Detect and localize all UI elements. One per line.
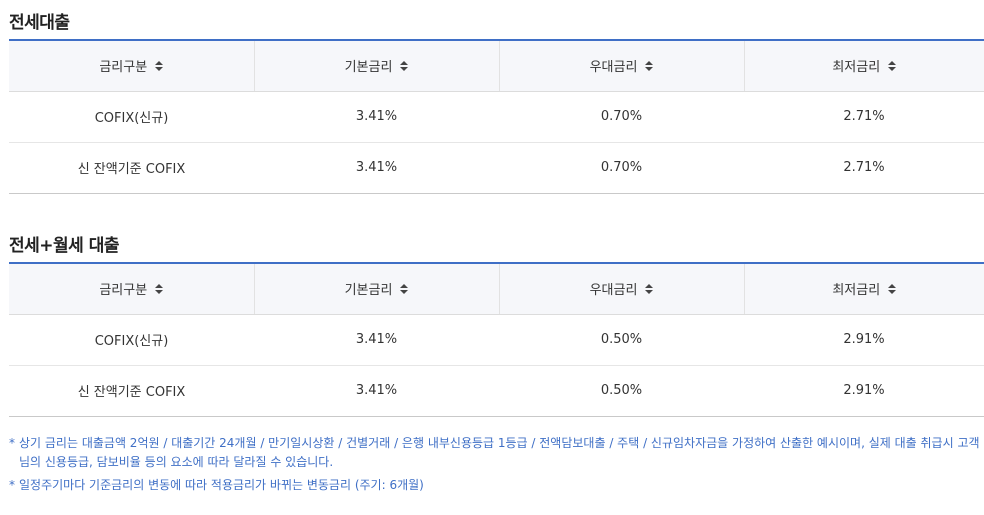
asterisk-bullet: * bbox=[9, 436, 15, 450]
table-header-row: 금리구분 기본금리 우대금리 최저금리 bbox=[9, 40, 984, 92]
sort-icon bbox=[400, 60, 409, 71]
cell-rate-type: 신 잔액기준 COFIX bbox=[77, 385, 186, 400]
table-row: 신 잔액기준 COFIX 3.41% 0.50% 2.91% bbox=[9, 365, 984, 416]
cell-base-rate: 3.41% bbox=[254, 91, 499, 143]
cell-rate-type: 신 잔액기준 COFIX bbox=[77, 162, 186, 177]
sort-icon bbox=[155, 283, 164, 294]
cell-lowest-rate: 2.91% bbox=[843, 383, 885, 398]
asterisk-bullet: * bbox=[9, 478, 15, 492]
column-header-preferential-rate[interactable]: 우대금리 bbox=[498, 40, 744, 92]
table-header-row: 금리구분 기본금리 우대금리 최저금리 bbox=[9, 263, 984, 315]
table-row: COFIX(신규) 3.41% 0.50% 2.91% bbox=[9, 314, 984, 366]
sort-icon bbox=[400, 283, 409, 294]
table-row: COFIX(신규) 3.41% 0.70% 2.71% bbox=[9, 91, 984, 143]
column-header-base-rate[interactable]: 기본금리 bbox=[253, 263, 499, 315]
footnote-item: * 일정주기마다 기준금리의 변동에 따라 적용금리가 바뀌는 변동금리 (주기… bbox=[9, 476, 984, 495]
column-header-rate-type[interactable]: 금리구분 bbox=[9, 40, 254, 92]
cell-base-rate: 3.41% bbox=[254, 314, 499, 366]
cell-base-rate: 3.41% bbox=[355, 160, 398, 175]
column-header-preferential-rate[interactable]: 우대금리 bbox=[498, 263, 744, 315]
table-row: 신 잔액기준 COFIX 3.41% 0.70% 2.71% bbox=[9, 142, 984, 193]
section-title-jeonse-wolse: 전세+월세 대출 bbox=[9, 236, 120, 256]
cell-rate-type: COFIX(신규) bbox=[9, 91, 254, 143]
footnote-text: 일정주기마다 기준금리의 변동에 따라 적용금리가 바뀌는 변동금리 (주기: … bbox=[19, 478, 424, 492]
cell-preferential-rate: 0.50% bbox=[499, 314, 744, 366]
cell-preferential-rate: 0.70% bbox=[600, 160, 643, 175]
rate-table-jeonse: 금리구분 기본금리 우대금리 최저금리 COFIX(신규) 3.41% 0.70… bbox=[9, 39, 984, 194]
footnotes: * 상기 금리는 대출금액 2억원 / 대출기간 24개월 / 만기일시상환 /… bbox=[9, 434, 984, 495]
sort-icon bbox=[155, 60, 164, 71]
section-title-jeonse: 전세대출 bbox=[9, 13, 70, 33]
sort-icon bbox=[645, 60, 654, 71]
column-header-lowest-rate[interactable]: 최저금리 bbox=[743, 263, 984, 315]
cell-preferential-rate: 0.70% bbox=[499, 91, 744, 143]
sort-icon bbox=[645, 283, 654, 294]
footnote-text: 상기 금리는 대출금액 2억원 / 대출기간 24개월 / 만기일시상환 / 건… bbox=[19, 436, 980, 469]
cell-preferential-rate: 0.50% bbox=[600, 383, 643, 398]
cell-lowest-rate: 2.71% bbox=[744, 91, 984, 143]
cell-base-rate: 3.41% bbox=[355, 383, 398, 398]
cell-rate-type: COFIX(신규) bbox=[9, 314, 254, 366]
cell-lowest-rate: 2.91% bbox=[744, 314, 984, 366]
footnote-item: * 상기 금리는 대출금액 2억원 / 대출기간 24개월 / 만기일시상환 /… bbox=[9, 434, 984, 472]
column-header-rate-type[interactable]: 금리구분 bbox=[9, 263, 254, 315]
sort-icon bbox=[888, 60, 897, 71]
sort-icon bbox=[888, 283, 897, 294]
rate-table-jeonse-wolse: 금리구분 기본금리 우대금리 최저금리 COFIX(신규) 3.41% 0.50… bbox=[9, 262, 984, 417]
column-header-base-rate[interactable]: 기본금리 bbox=[253, 40, 499, 92]
cell-lowest-rate: 2.71% bbox=[843, 160, 885, 175]
column-header-lowest-rate[interactable]: 최저금리 bbox=[743, 40, 984, 92]
